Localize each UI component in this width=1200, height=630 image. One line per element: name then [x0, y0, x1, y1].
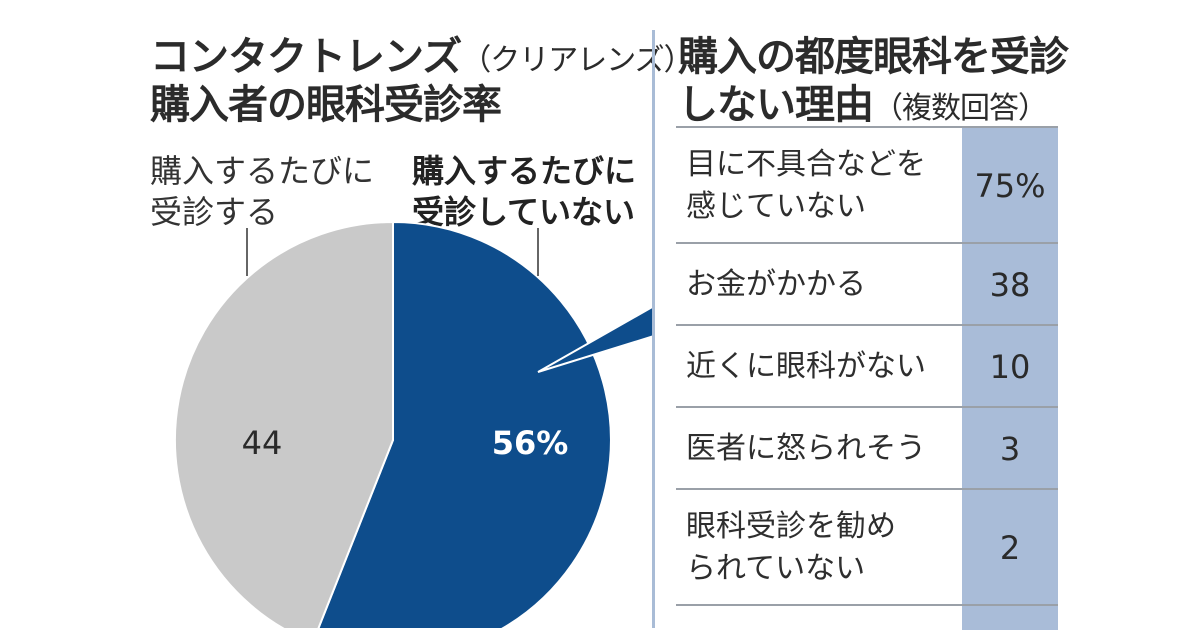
table-row-value-cell: 38: [962, 244, 1058, 324]
table-row-label: お金がかかる: [686, 267, 866, 302]
table-row-value-cell: [962, 606, 1058, 630]
pie-label-visit-line2: 受診する: [150, 193, 279, 231]
pie-value-novisit: 56%: [492, 424, 569, 462]
table-row: 医者に怒られそう 3: [676, 406, 1058, 488]
table-row-label: られていない: [686, 551, 866, 586]
reasons-table: 目に不具合などを 感じていない 75% お金がかかる 38 近くに眼科がない 10 医者に怒ら…: [676, 126, 1058, 630]
table-row-label: 近くに眼科がない: [686, 349, 926, 384]
table-title-paren: （複数回答）: [873, 91, 1048, 126]
pie-slice-visit: [173, 220, 394, 628]
pie-label-novisit-line2: 受診していない: [412, 193, 636, 231]
table-row-value-cell: 10: [962, 326, 1058, 406]
table-row-label: 目に不具合などを: [686, 147, 926, 182]
table-title-line2: しない理由（複数回答）: [678, 82, 1048, 128]
table-row: 近くに眼科がない 10: [676, 324, 1058, 406]
table-row-label: 医者に怒られそう: [686, 431, 926, 466]
table-row-value: 75%: [974, 167, 1046, 205]
table-row-label: 感じていない: [686, 189, 866, 224]
table-row-value-cell: 3: [962, 408, 1058, 488]
pie-slice-novisit: [317, 220, 612, 628]
table-row-value-cell: 75%: [962, 128, 1058, 242]
table-row-value: 10: [989, 348, 1031, 386]
table-row: 目に不具合などを 感じていない 75%: [676, 126, 1058, 242]
table-row: お金がかかる 38: [676, 242, 1058, 324]
table-row: 眼科受診を勧め られていない 2: [676, 488, 1058, 604]
table-row-partial: [676, 604, 1058, 630]
panel-divider: [652, 30, 655, 628]
table-row-value: 38: [989, 266, 1031, 304]
pie-title-line2: 購入者の眼科受診率: [150, 82, 502, 128]
table-row-label: 眼科受診を勧め: [686, 509, 896, 544]
pie-value-visit: 44: [242, 424, 283, 462]
table-row-value-cell: 2: [962, 490, 1058, 604]
table-row-value: 2: [999, 529, 1021, 567]
pie-label-visit-line1: 購入するたびに: [150, 152, 375, 190]
table-title-line1: 購入の都度眼科を受診: [678, 34, 1069, 80]
pie-label-novisit-line1: 購入するたびに: [412, 152, 637, 190]
table-row-value: 3: [999, 430, 1021, 468]
